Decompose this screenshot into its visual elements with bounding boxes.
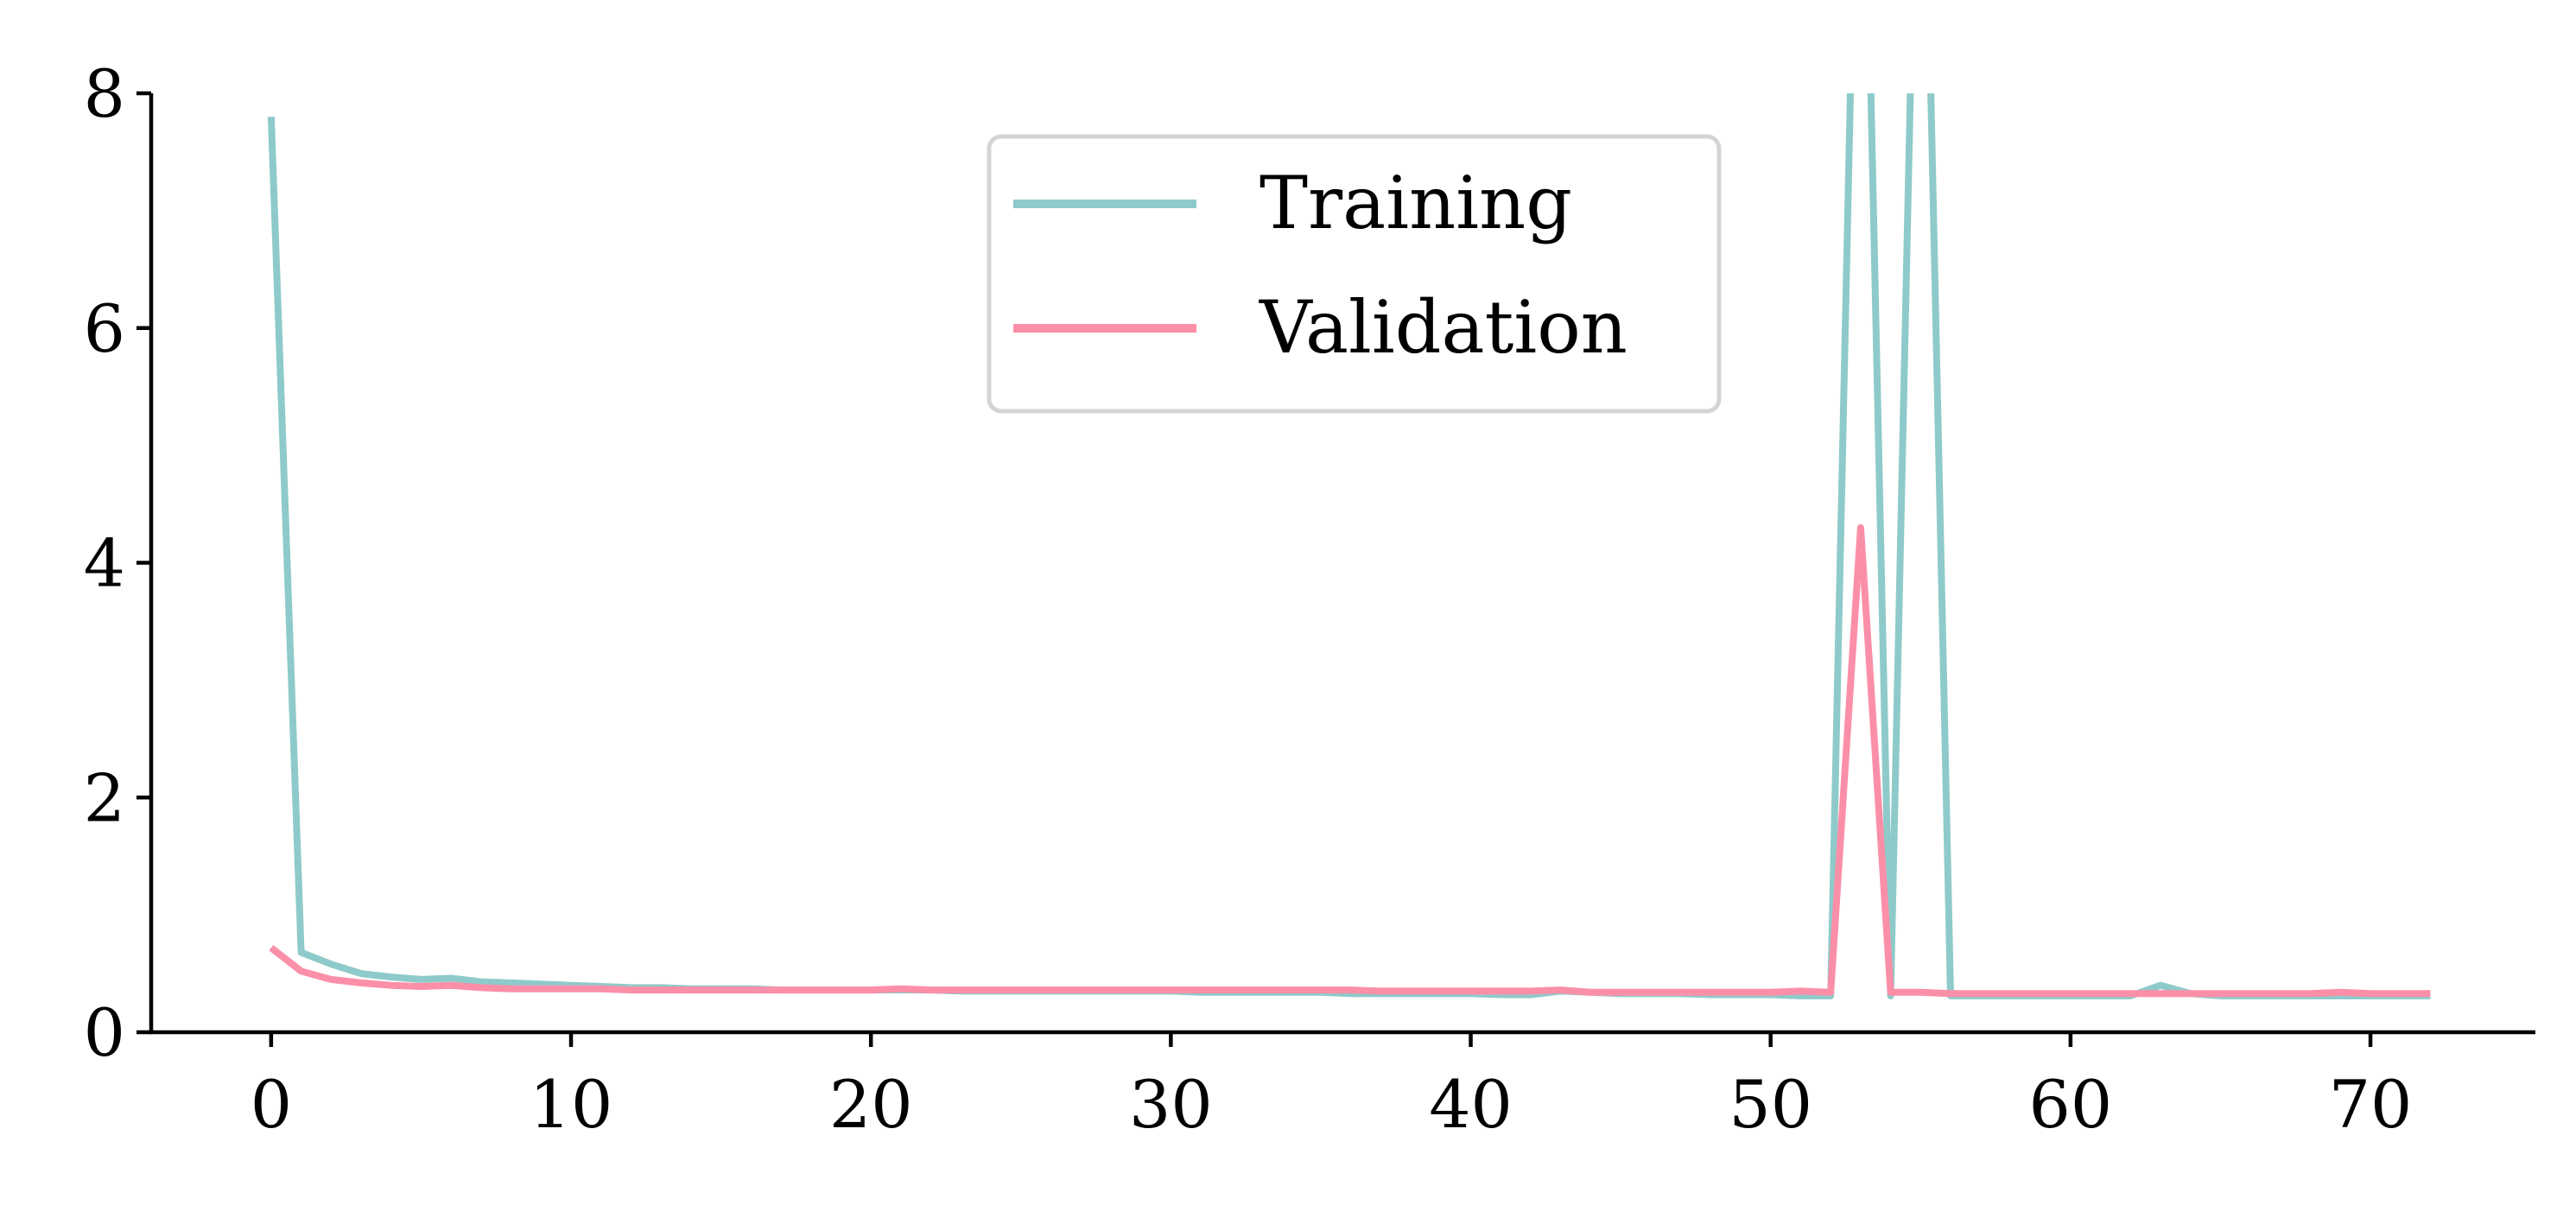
x-tick-label: 30	[1129, 1066, 1213, 1143]
x-tick-label: 0	[251, 1066, 292, 1143]
legend: Training Validation	[987, 134, 1722, 414]
legend-label-validation: Validation	[1259, 285, 1627, 370]
legend-label-training: Training	[1259, 161, 1572, 245]
x-tick-label: 50	[1729, 1066, 1812, 1143]
series-line-validation	[269, 523, 2431, 998]
x-tick-label: 70	[2329, 1066, 2413, 1143]
x-tick-label: 20	[829, 1066, 913, 1143]
x-tick-label: 40	[1429, 1066, 1513, 1143]
y-tick-label: 8	[84, 55, 125, 132]
x-tick-label: 60	[2029, 1066, 2113, 1143]
x-axis-ticks: 0 10 20 30 40 50 60 70	[251, 1032, 2413, 1143]
series-layer	[267, 93, 2431, 999]
x-tick-label: 10	[530, 1066, 613, 1143]
y-tick-label: 6	[84, 290, 125, 367]
y-tick-label: 0	[84, 994, 125, 1071]
y-tick-label: 2	[84, 759, 125, 836]
y-tick-label: 4	[84, 525, 125, 602]
y-axis-ticks: 0 2 4 6 8	[84, 55, 151, 1071]
